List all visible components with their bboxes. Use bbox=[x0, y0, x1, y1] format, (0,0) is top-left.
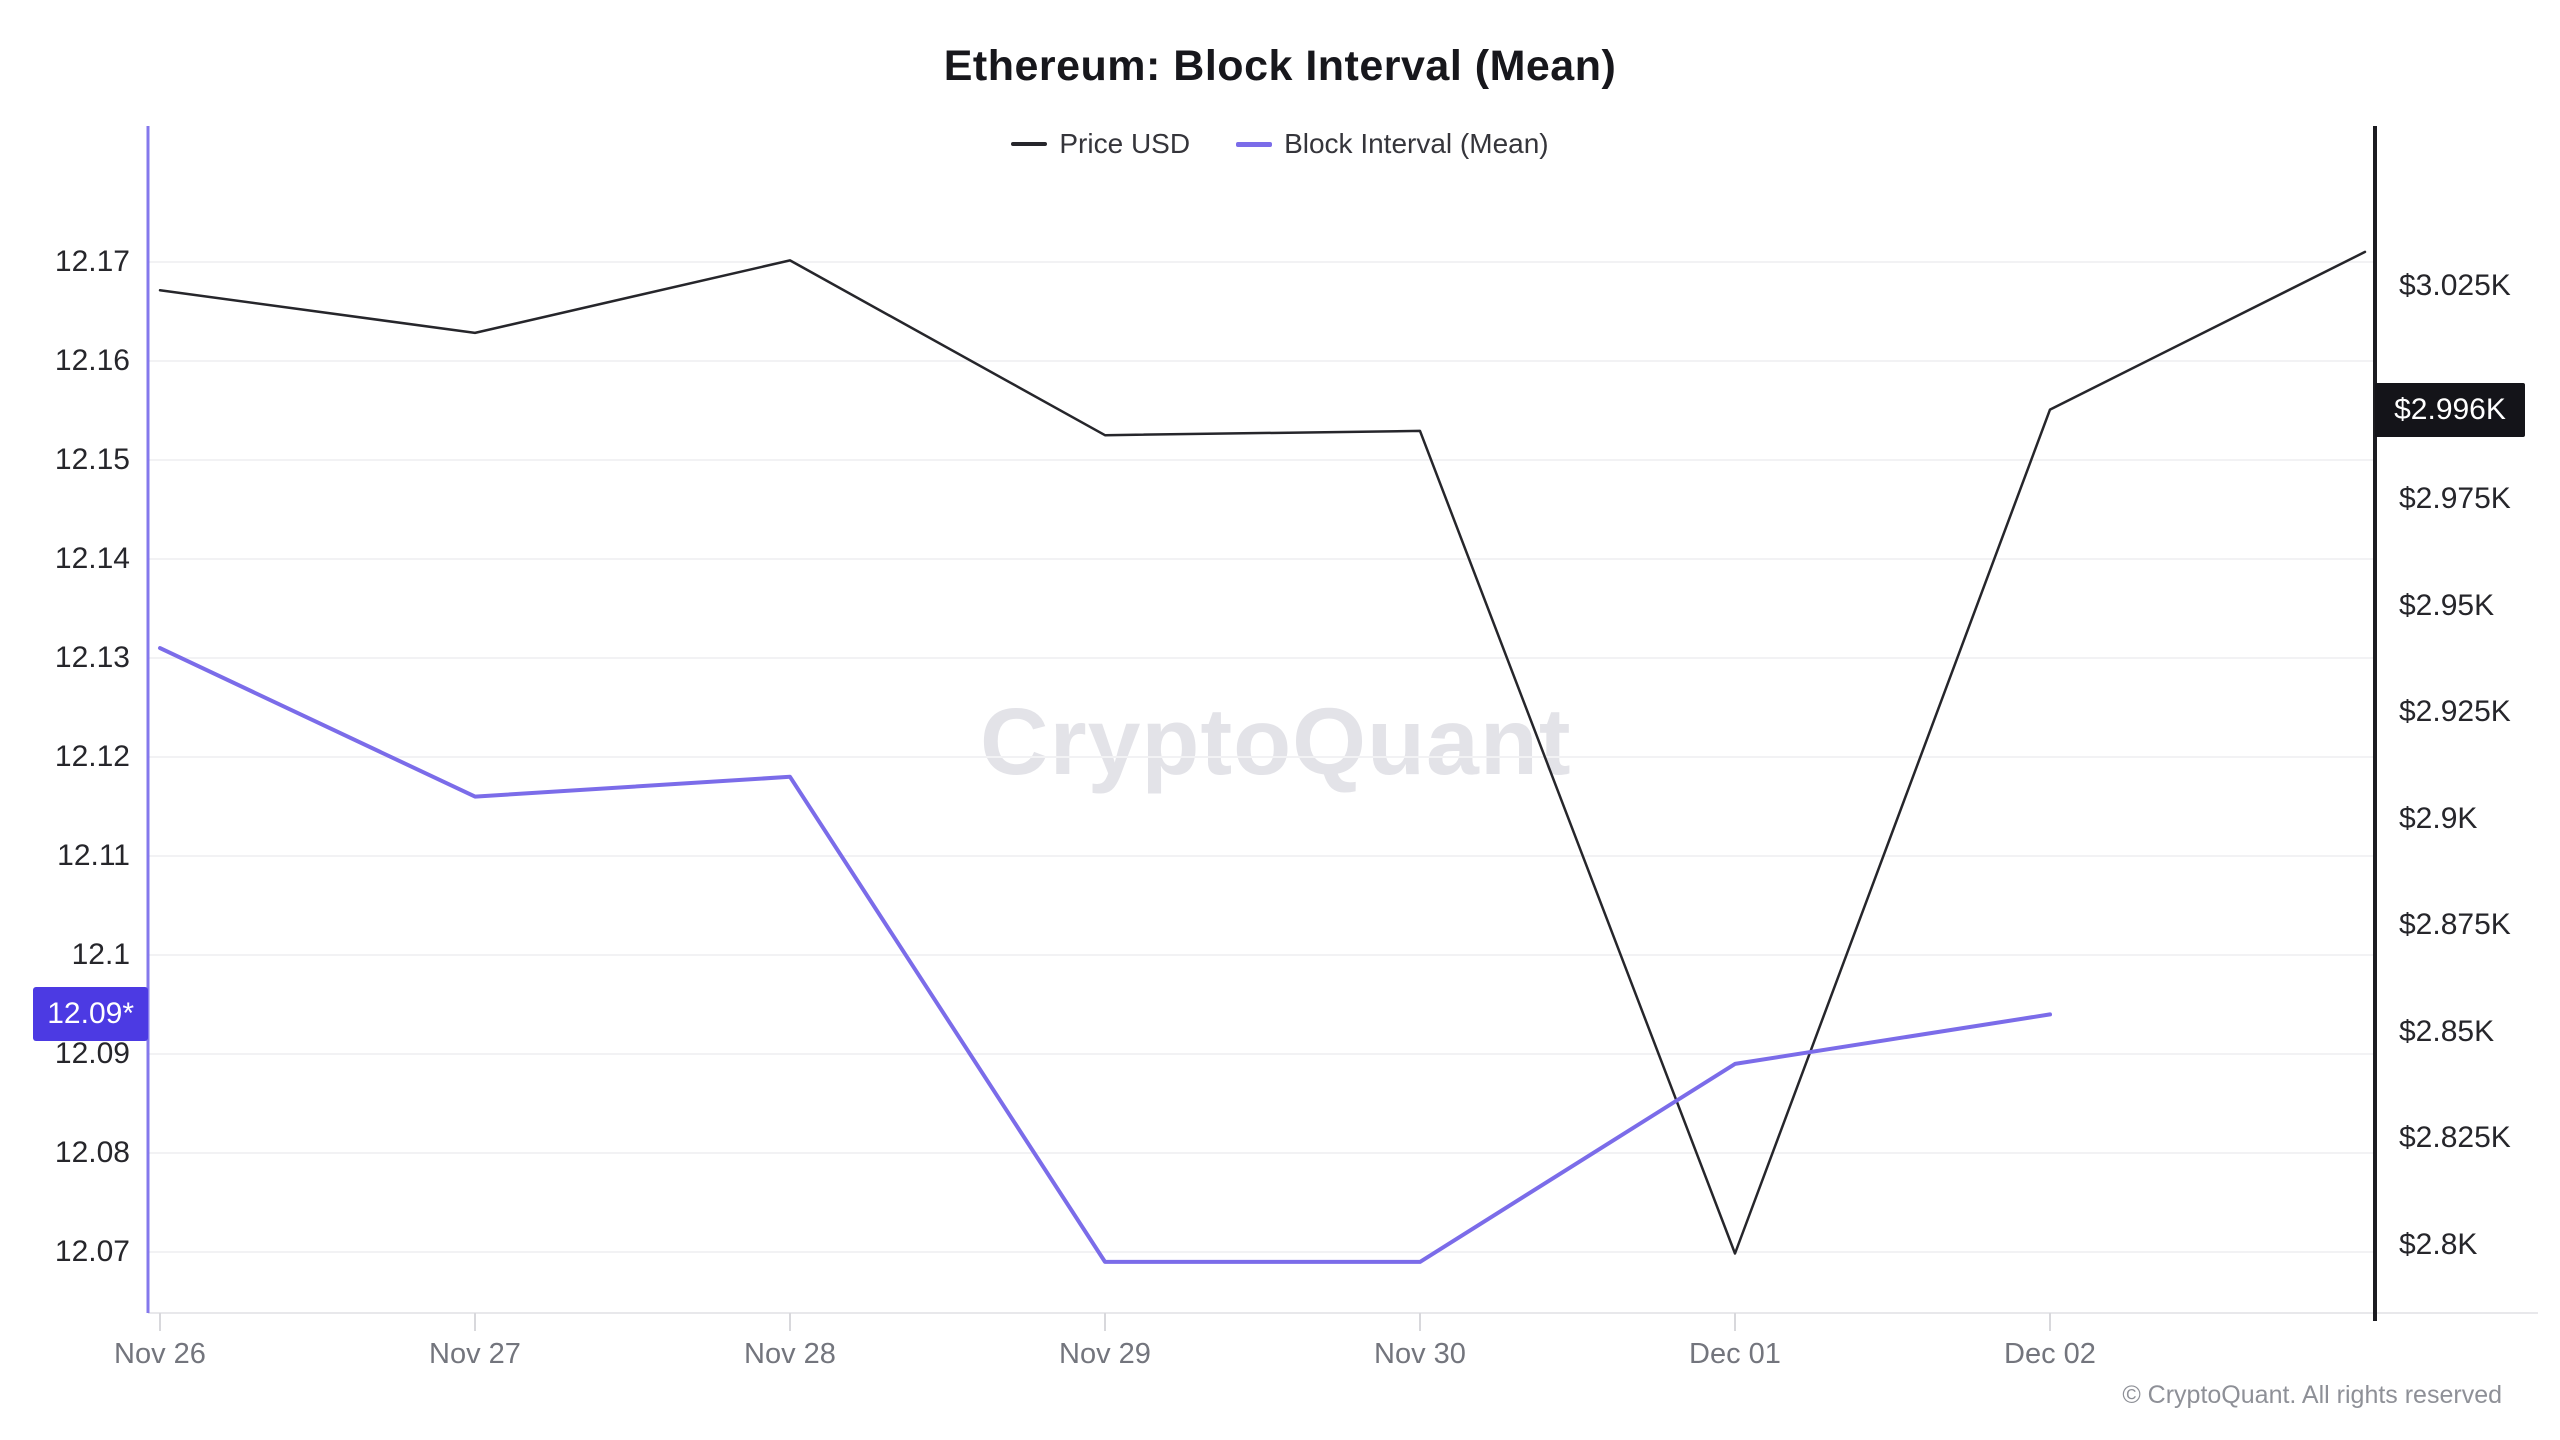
block-interval-line-marker-icon bbox=[1236, 141, 1273, 147]
x-tick-label: Nov 30 bbox=[1374, 1338, 1466, 1370]
y-left-tick-label: 12.14 bbox=[54, 542, 130, 575]
y-right-tick-label: $2.975K bbox=[2399, 482, 2511, 516]
y-right-tick-label: $2.85K bbox=[2399, 1014, 2495, 1048]
y-left-tick-label: 12.15 bbox=[54, 443, 130, 476]
y-left-tick-label: 12.09 bbox=[54, 1037, 130, 1070]
legend: Price USD Block Interval (Mean) bbox=[0, 128, 2560, 160]
legend-label-block-interval: Block Interval (Mean) bbox=[1284, 128, 1549, 159]
x-tick-label: Nov 26 bbox=[114, 1338, 206, 1370]
chart-title: Ethereum: Block Interval (Mean) bbox=[943, 42, 1617, 90]
series-line-block-interval bbox=[158, 646, 2052, 1264]
y-left-tick-label: 12.12 bbox=[54, 740, 130, 773]
y-left-tick-label: 12.1 bbox=[71, 938, 130, 971]
y-right-tick-label: $2.9K bbox=[2399, 801, 2478, 835]
x-tick-label: Nov 29 bbox=[1059, 1338, 1151, 1370]
price-usd-line-marker-icon bbox=[1011, 142, 1048, 146]
y-left-tick-label: 12.08 bbox=[54, 1136, 130, 1169]
y-right-tick-label: $2.875K bbox=[2399, 908, 2511, 942]
x-tick-label: Dec 02 bbox=[2004, 1338, 2096, 1370]
y-right-tick-label: $3.025K bbox=[2399, 269, 2511, 302]
y-left-tick-label: 12.11 bbox=[57, 839, 130, 872]
y-left-tick-label: 12.16 bbox=[54, 344, 130, 377]
latest-price-badge: $2.996K bbox=[2375, 382, 2525, 437]
y-right-tick-label: $2.8K bbox=[2399, 1228, 2478, 1261]
latest-block-interval-badge: 12.09* bbox=[33, 987, 148, 1042]
y-right-tick-label: $2.925K bbox=[2399, 695, 2511, 729]
y-right-tick-label: $2.95K bbox=[2399, 588, 2495, 622]
cryptoquant-watermark: CryptoQuant bbox=[980, 689, 1572, 795]
series-line-price-usd bbox=[158, 250, 2367, 1255]
x-tick-label: Nov 27 bbox=[429, 1338, 521, 1370]
y-left-tick-label: 12.07 bbox=[54, 1235, 130, 1268]
legend-item-price-usd[interactable]: Price USD bbox=[1011, 128, 1190, 160]
legend-label-price-usd: Price USD bbox=[1059, 128, 1191, 159]
y-left-tick-label: 12.17 bbox=[54, 245, 130, 278]
legend-item-block-interval[interactable]: Block Interval (Mean) bbox=[1236, 128, 1549, 160]
x-tick-label: Dec 01 bbox=[1689, 1338, 1781, 1370]
y-left-tick-label: 12.13 bbox=[54, 641, 130, 674]
y-right-tick-label: $2.825K bbox=[2399, 1121, 2511, 1155]
copyright-notice: © CryptoQuant. All rights reserved bbox=[2122, 1381, 2502, 1409]
x-tick-label: Nov 28 bbox=[744, 1338, 836, 1370]
